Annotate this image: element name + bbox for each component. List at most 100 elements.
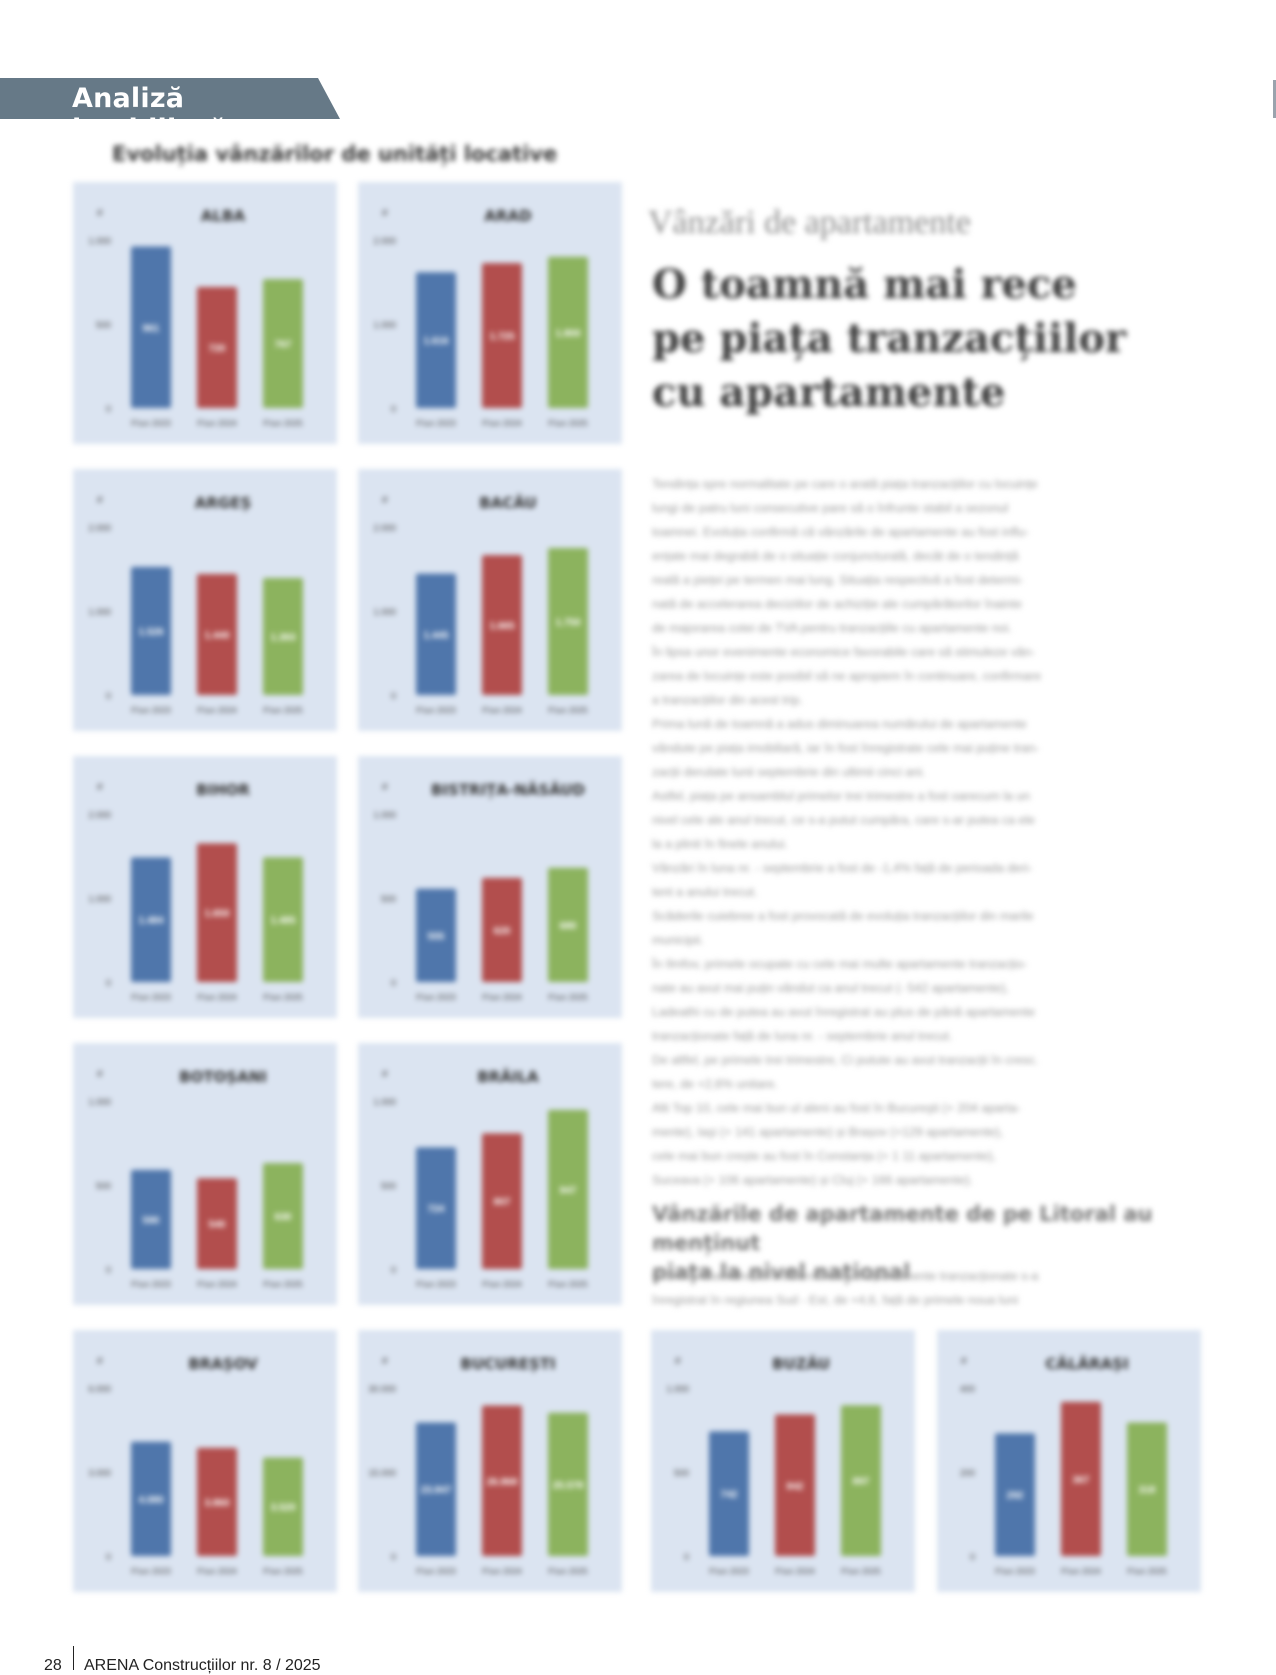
y-tick-label: 500 bbox=[674, 1468, 689, 1478]
y-tick-label: 1.000 bbox=[373, 810, 396, 820]
bar bbox=[548, 867, 588, 982]
chart-panel: # BISTRIȚA-NĂSĂUD 1.000 500 0 555 P.lun 2023 62… bbox=[358, 756, 622, 1018]
chart-title: ALBA bbox=[201, 207, 246, 225]
chart-title: BUZĂU bbox=[772, 1354, 830, 1373]
body-line: zacții derulate lunii septembrie din ult… bbox=[652, 765, 926, 779]
chart-unit-label: # bbox=[382, 495, 388, 506]
chart-unit-label: # bbox=[675, 1356, 681, 1367]
chart-panel: # CĂLĂRAȘI 400 200 0 292 P.lun 2023 367 P.lun 20… bbox=[937, 1330, 1201, 1592]
y-tick-label: 1.000 bbox=[88, 1097, 111, 1107]
x-tick-label: P.lun 2024 bbox=[482, 1279, 522, 1289]
bar bbox=[416, 1147, 456, 1269]
body-line: vândute pe piața imobiliară, iar în fost… bbox=[652, 741, 1040, 755]
y-tick-label: 500 bbox=[96, 1181, 111, 1191]
y-tick-label: 2.000 bbox=[88, 810, 111, 820]
chart-unit-label: # bbox=[382, 208, 388, 219]
bar bbox=[131, 566, 171, 695]
y-tick-label: 0 bbox=[684, 1552, 689, 1562]
bar-value-label: 590 bbox=[143, 1215, 160, 1226]
y-tick-label: 0 bbox=[391, 1265, 396, 1275]
y-tick-label: 500 bbox=[96, 320, 111, 330]
x-tick-label: P.lun 2025 bbox=[548, 1566, 588, 1576]
bar-value-label: 720 bbox=[209, 344, 226, 355]
x-tick-label: P.lun 2025 bbox=[548, 418, 588, 428]
x-tick-label: P.lun 2024 bbox=[197, 992, 237, 1002]
bar-value-label: 1.616 bbox=[423, 336, 448, 347]
bar bbox=[131, 246, 171, 408]
body-line: Prima lună de toamnă a adus diminuarea n… bbox=[652, 717, 1027, 731]
y-tick-label: 2.000 bbox=[373, 236, 396, 246]
chart-title: CĂLĂRAȘI bbox=[1045, 1354, 1128, 1373]
bar-value-label: 1.485 bbox=[270, 916, 295, 927]
chart-unit-label: # bbox=[97, 782, 103, 793]
bar bbox=[482, 877, 522, 982]
chart-panel: # BACĂU 2.000 1.000 0 1.445 P.lun 2023 1.665 P.l… bbox=[358, 469, 622, 731]
bar-value-label: 630 bbox=[275, 1212, 292, 1223]
section-tag-label: Analiză imobiliară bbox=[72, 83, 227, 145]
y-tick-label: 2.000 bbox=[88, 523, 111, 533]
bar-value-label: 1.750 bbox=[555, 618, 580, 629]
y-tick-label: 500 bbox=[381, 1181, 396, 1191]
bar-value-label: 807 bbox=[494, 1197, 511, 1208]
x-tick-label: P.lun 2024 bbox=[1061, 1566, 1101, 1576]
subheading-line: Vânzările de apartamente de pe Litoral a… bbox=[652, 1202, 1153, 1255]
chart-svg: # BRĂILA 1.000 500 0 724 P.lun 2023 807 P.lun 20… bbox=[373, 1067, 588, 1289]
body-line: municipii. bbox=[652, 933, 704, 947]
bar bbox=[197, 1178, 237, 1269]
bar bbox=[263, 857, 303, 982]
bar-value-label: 1.800 bbox=[555, 328, 580, 339]
bar-value-label: 961 bbox=[143, 323, 160, 334]
chart-svg: # BRAȘOV 6.000 3.000 0 4.080 P.lun 2023 3.860 P.… bbox=[88, 1355, 303, 1576]
x-tick-label: P.lun 2023 bbox=[131, 1566, 171, 1576]
charts-heading: Evoluția vânzărilor de unități locative bbox=[112, 142, 558, 166]
y-tick-label: 500 bbox=[381, 894, 396, 904]
body-line: Astfel, piața pe ansamblul primelor trei… bbox=[652, 789, 1031, 803]
bar-value-label: 540 bbox=[209, 1220, 226, 1231]
bar-value-label: 26.868 bbox=[487, 1477, 518, 1488]
bar bbox=[995, 1433, 1035, 1556]
article-body-continued: Cea mai mare creștere a numărului de apa… bbox=[652, 1264, 1200, 1312]
x-tick-label: P.lun 2024 bbox=[197, 1566, 237, 1576]
y-tick-label: 1.000 bbox=[88, 236, 111, 246]
body-line: Vânzări în luna nr. - septembrie a fost … bbox=[652, 861, 1033, 875]
chart-title: BIHOR bbox=[196, 781, 250, 799]
x-tick-label: P.lun 2025 bbox=[548, 705, 588, 715]
x-tick-label: P.lun 2025 bbox=[548, 1279, 588, 1289]
chart-unit-label: # bbox=[382, 782, 388, 793]
chart-panel: # BRAȘOV 6.000 3.000 0 4.080 P.lun 2023 3.860 P.… bbox=[73, 1330, 337, 1592]
bar bbox=[416, 1422, 456, 1556]
body-line: Scăderile cuiebree a fost provocată de e… bbox=[652, 909, 1034, 923]
x-tick-label: P.lun 2025 bbox=[548, 992, 588, 1002]
x-tick-label: P.lun 2023 bbox=[131, 992, 171, 1002]
x-tick-label: P.lun 2025 bbox=[263, 992, 303, 1002]
body-line: zarea de locuințe este posibil să ne apr… bbox=[652, 669, 1042, 683]
bar-value-label: 724 bbox=[428, 1204, 445, 1215]
x-tick-label: P.lun 2024 bbox=[482, 992, 522, 1002]
chart-svg: # BIHOR 2.000 1.000 0 1.484 P.lun 2023 1.650 P.l… bbox=[88, 781, 303, 1002]
body-line: mente), Iaşi (+ 141 apartamente) și Braș… bbox=[652, 1125, 1004, 1139]
body-line: Alti Top 10, cele mai bun ul aleni au fo… bbox=[652, 1101, 1021, 1115]
x-tick-label: P.lun 2023 bbox=[709, 1566, 749, 1576]
body-line: a tranzacțiilor din acest trip. bbox=[652, 693, 803, 707]
bar bbox=[197, 843, 237, 982]
y-tick-label: 0 bbox=[106, 404, 111, 414]
bar-value-label: 742 bbox=[721, 1490, 738, 1501]
bar-value-label: 680 bbox=[560, 921, 577, 932]
chart-title: ARAD bbox=[484, 207, 531, 225]
bar bbox=[1127, 1422, 1167, 1556]
y-tick-label: 30.000 bbox=[368, 1384, 396, 1394]
y-tick-label: 0 bbox=[106, 691, 111, 701]
chart-panel: # ARGEȘ 2.000 1.000 0 1.526 P.lun 2023 1.440 P.l… bbox=[73, 469, 337, 731]
chart-title: BUCUREȘTI bbox=[460, 1355, 555, 1373]
bar bbox=[841, 1405, 881, 1556]
bar bbox=[1061, 1401, 1101, 1556]
x-tick-label: P.lun 2023 bbox=[416, 992, 456, 1002]
body-line: înregistrat în regiunea Sud - Est, de +4… bbox=[652, 1293, 1019, 1307]
page-number: 28 bbox=[44, 1657, 62, 1674]
chart-svg: # BUCUREȘTI 30.000 15.000 0 23.847 P.lun 2023 2… bbox=[368, 1355, 588, 1576]
body-line: nivel cele ale anul trecut, ce s-a putut… bbox=[652, 813, 1035, 827]
subheading-line: piața la nivel național bbox=[652, 1260, 911, 1284]
body-line: De altfel, pe primele trei trimestre, Ci… bbox=[652, 1053, 1039, 1067]
chart-unit-label: # bbox=[97, 1069, 103, 1080]
body-line: tranzacționate față de luna nr. - septem… bbox=[652, 1029, 953, 1043]
